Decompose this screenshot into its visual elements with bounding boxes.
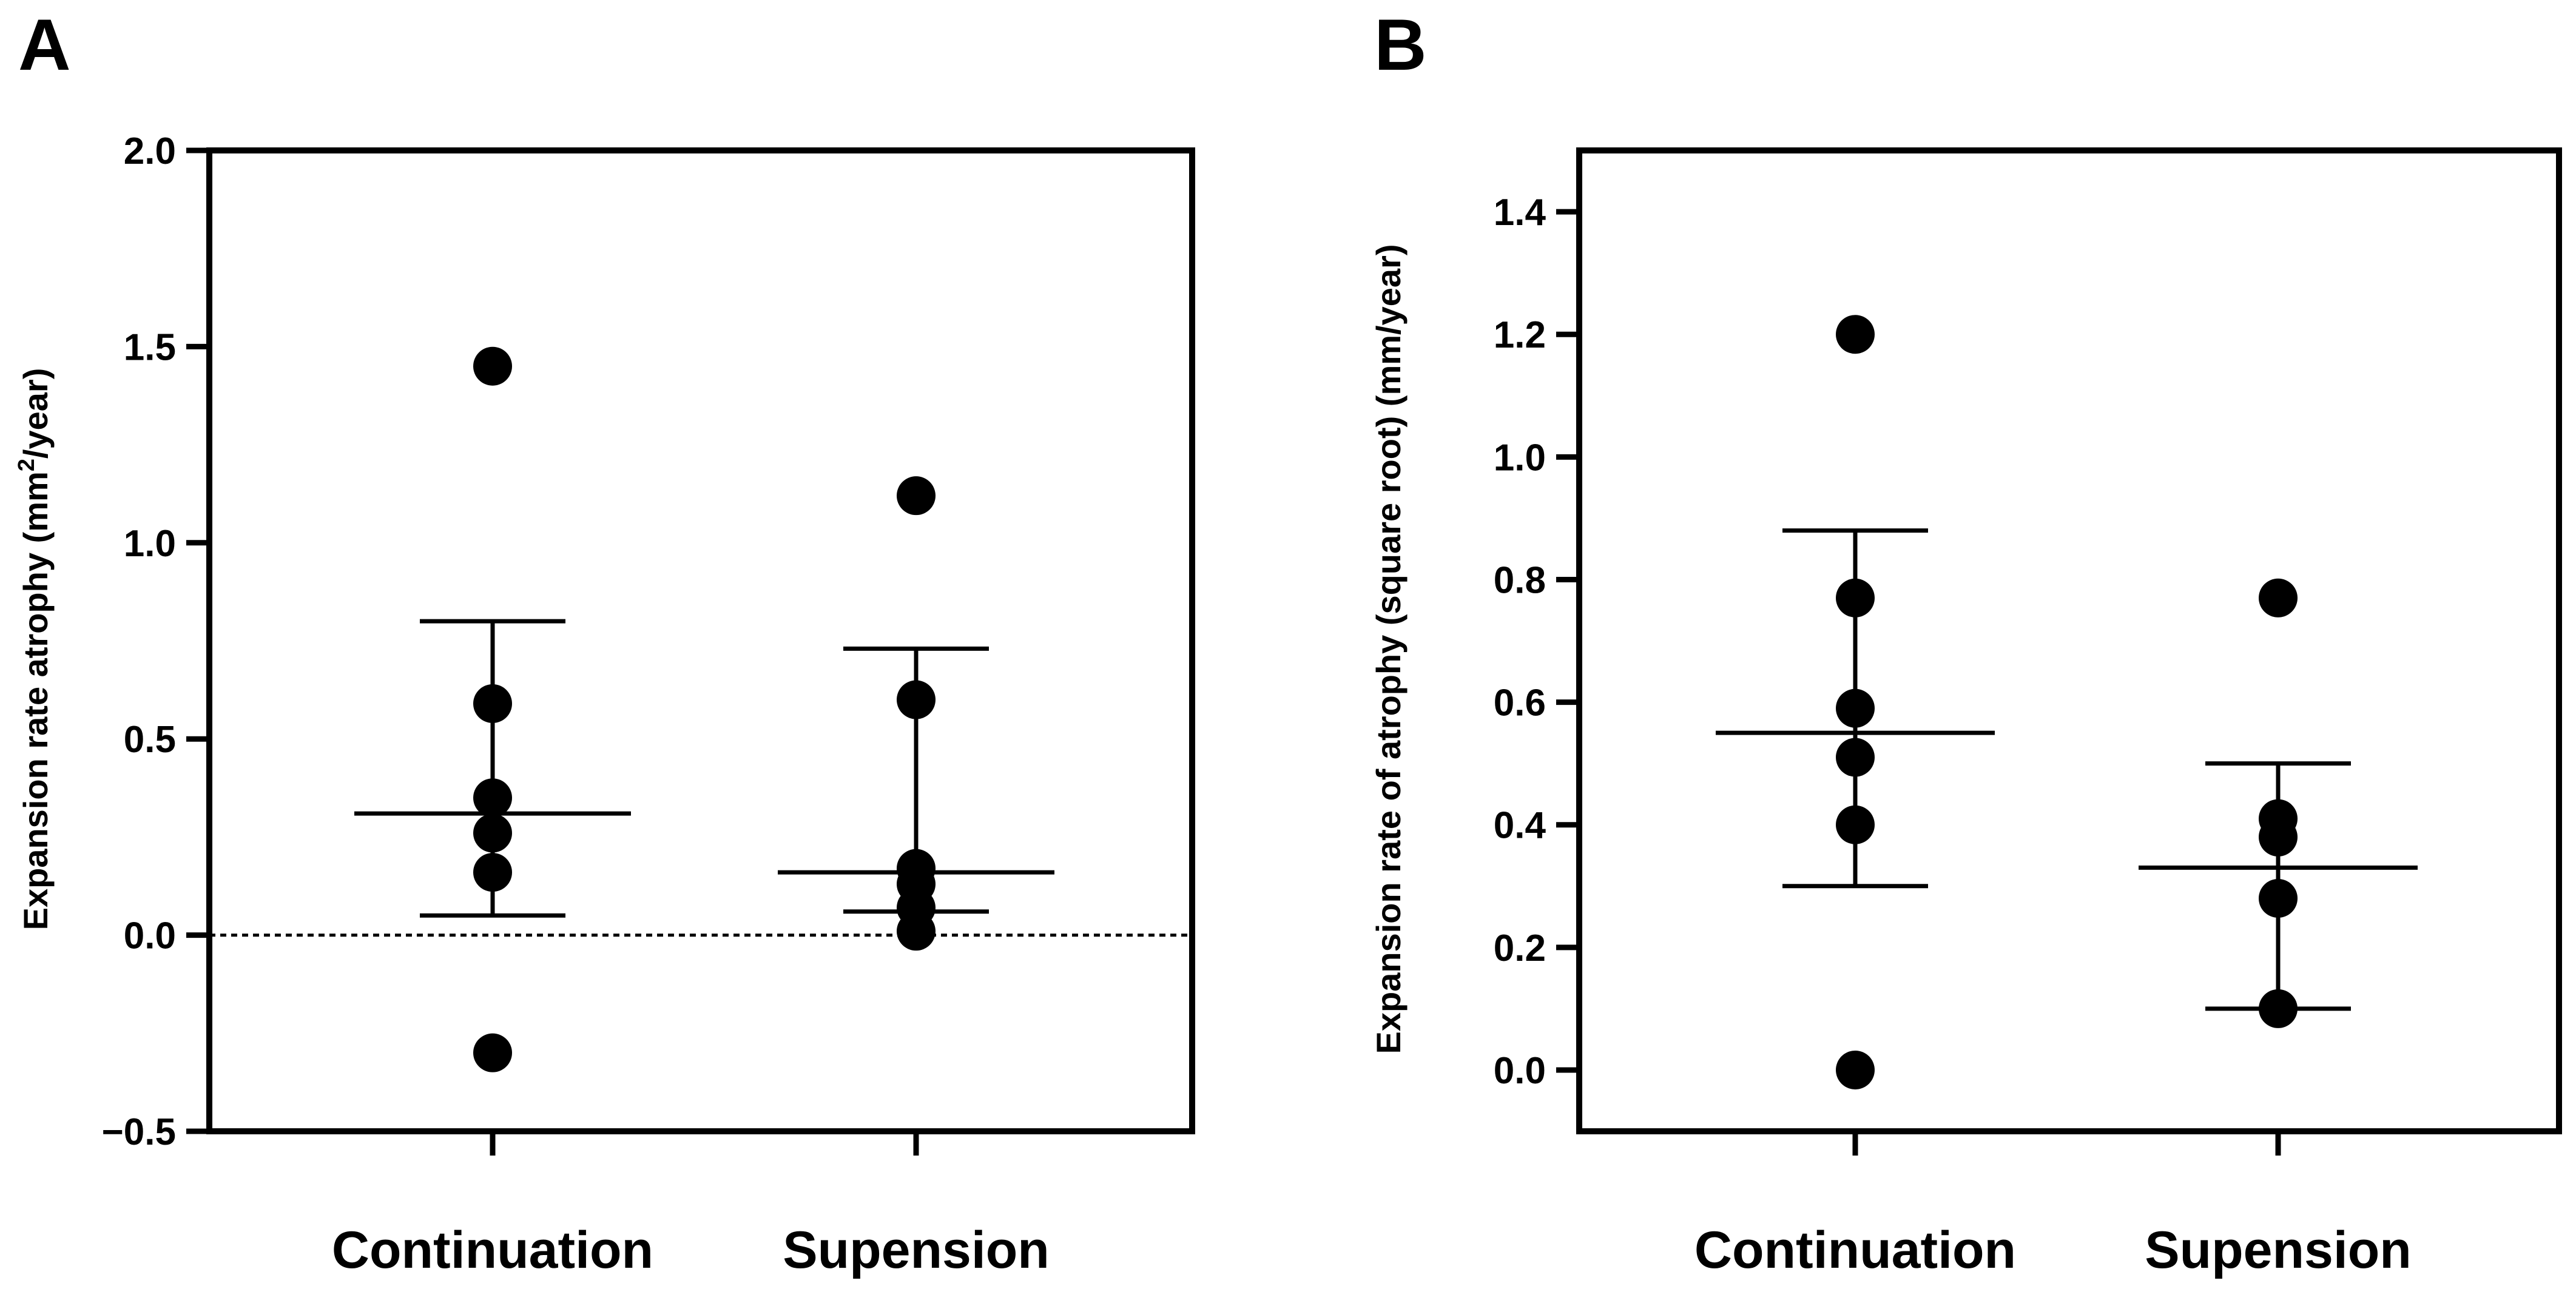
y-tick-label: 0.0 xyxy=(1494,1050,1546,1092)
data-point xyxy=(1836,1050,1875,1089)
data-point xyxy=(1836,805,1875,844)
category-label-supension-a: Supension xyxy=(783,1221,1050,1279)
category-label-continuation-a: Continuation xyxy=(332,1221,653,1279)
y-ticks-b: 0.0 0.2 0.4 0.6 0.8 1.0 1.2 1.4 xyxy=(1494,192,2281,1156)
data-point xyxy=(1836,688,1875,728)
data-point xyxy=(1836,738,1875,777)
panel-label-b: B xyxy=(1374,4,1427,86)
y-tick-label: 2.0 xyxy=(124,130,176,172)
data-point xyxy=(473,346,512,386)
data-point xyxy=(1836,315,1875,354)
panel-label-a: A xyxy=(18,4,71,86)
data-points-a xyxy=(473,346,936,1072)
data-point xyxy=(473,778,512,818)
category-label-continuation-b: Continuation xyxy=(1694,1221,2016,1279)
y-tick-label: 1.0 xyxy=(124,523,176,565)
y-tick-label: 1.4 xyxy=(1494,192,1546,234)
y-axis-label-b-text: Expansion rate of atrophy (square root) … xyxy=(1369,244,1408,1054)
data-point xyxy=(2259,989,2298,1028)
y-axis-label-a-part3: /year) xyxy=(16,368,55,459)
data-point xyxy=(473,684,512,723)
data-point xyxy=(897,680,936,719)
y-tick-label: 1.2 xyxy=(1494,314,1546,356)
y-axis-label-b: Expansion rate of atrophy (square root) … xyxy=(1369,244,1408,1054)
data-point xyxy=(897,476,936,516)
data-point xyxy=(2259,817,2298,857)
y-tick-label: 0.8 xyxy=(1494,559,1546,601)
panel-b: B Expansion rate of atrophy (square root… xyxy=(1369,4,2562,1279)
data-point xyxy=(473,813,512,853)
error-bars-a xyxy=(354,619,1054,918)
y-tick-label: 1.5 xyxy=(124,326,176,368)
data-point xyxy=(897,912,936,951)
y-tick-label: 0.4 xyxy=(1494,805,1546,847)
data-point xyxy=(1836,578,1875,618)
data-points-b xyxy=(1836,315,2298,1089)
y-ticks-a: −0.5 0.0 0.5 1.0 1.5 2.0 xyxy=(102,130,919,1156)
y-tick-label: −0.5 xyxy=(102,1111,176,1153)
y-tick-label: 1.0 xyxy=(1494,437,1546,479)
y-axis-label-a: Expansion rate atrophy (mm2/year) xyxy=(14,368,55,931)
data-point xyxy=(473,1033,512,1072)
data-point xyxy=(2259,878,2298,918)
y-axis-label-a-superscript: 2 xyxy=(14,459,39,471)
panel-a: A Expansion rate atrophy (mm2/year) −0.5… xyxy=(14,4,1195,1279)
y-axis-label-a-part1: Expansion rate atrophy (mm xyxy=(16,471,55,930)
plot-frame-b xyxy=(1576,147,2562,1134)
data-point xyxy=(473,853,512,892)
plot-frame-a xyxy=(206,147,1195,1134)
data-point xyxy=(2259,578,2298,618)
y-tick-label: 0.2 xyxy=(1494,927,1546,969)
y-tick-label: 0.6 xyxy=(1494,682,1546,724)
error-bars-b xyxy=(1716,528,2418,1011)
y-tick-label: 0.0 xyxy=(124,915,176,957)
category-label-supension-b: Supension xyxy=(2145,1221,2412,1279)
y-tick-label: 0.5 xyxy=(124,719,176,761)
